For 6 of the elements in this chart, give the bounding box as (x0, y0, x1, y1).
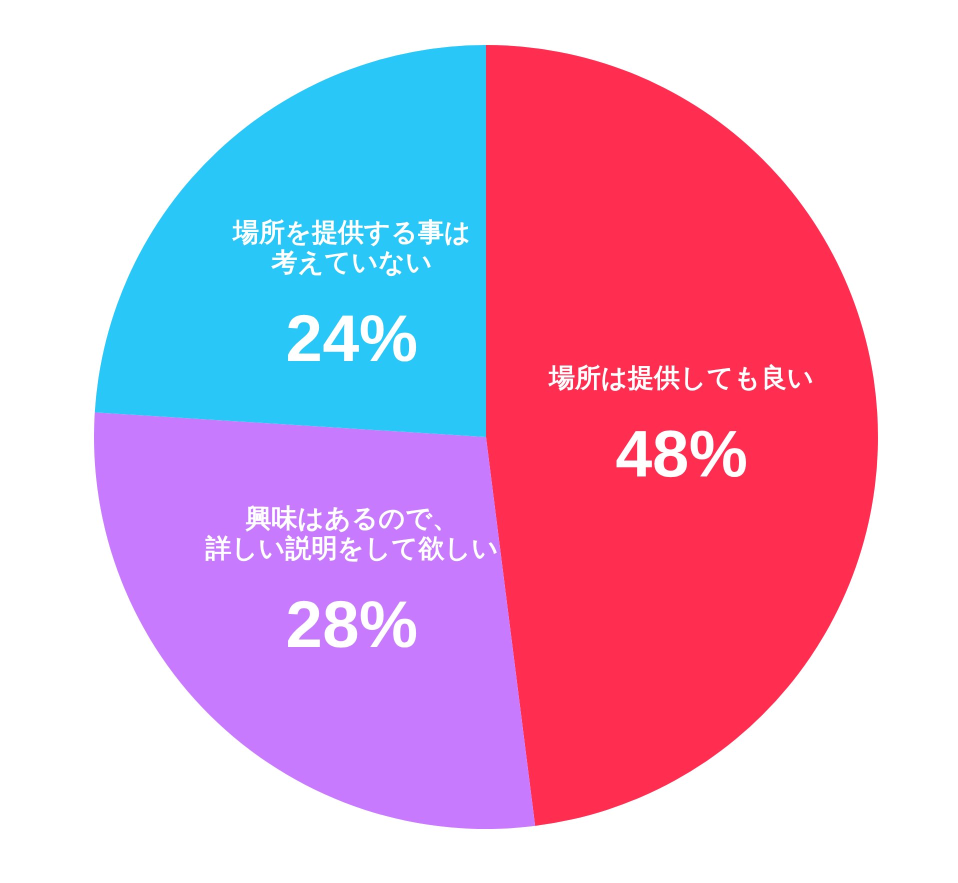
slice-label: 場所は提供しても良い (548, 362, 814, 393)
data-label: 48% (616, 416, 748, 491)
data-label: 28% (286, 586, 418, 661)
slice-label: 興味はあるので、詳しい説明をして欲しい (204, 502, 498, 563)
data-label: 24% (286, 301, 418, 376)
slice-label: 場所を提供する事は考えていない (232, 217, 471, 278)
